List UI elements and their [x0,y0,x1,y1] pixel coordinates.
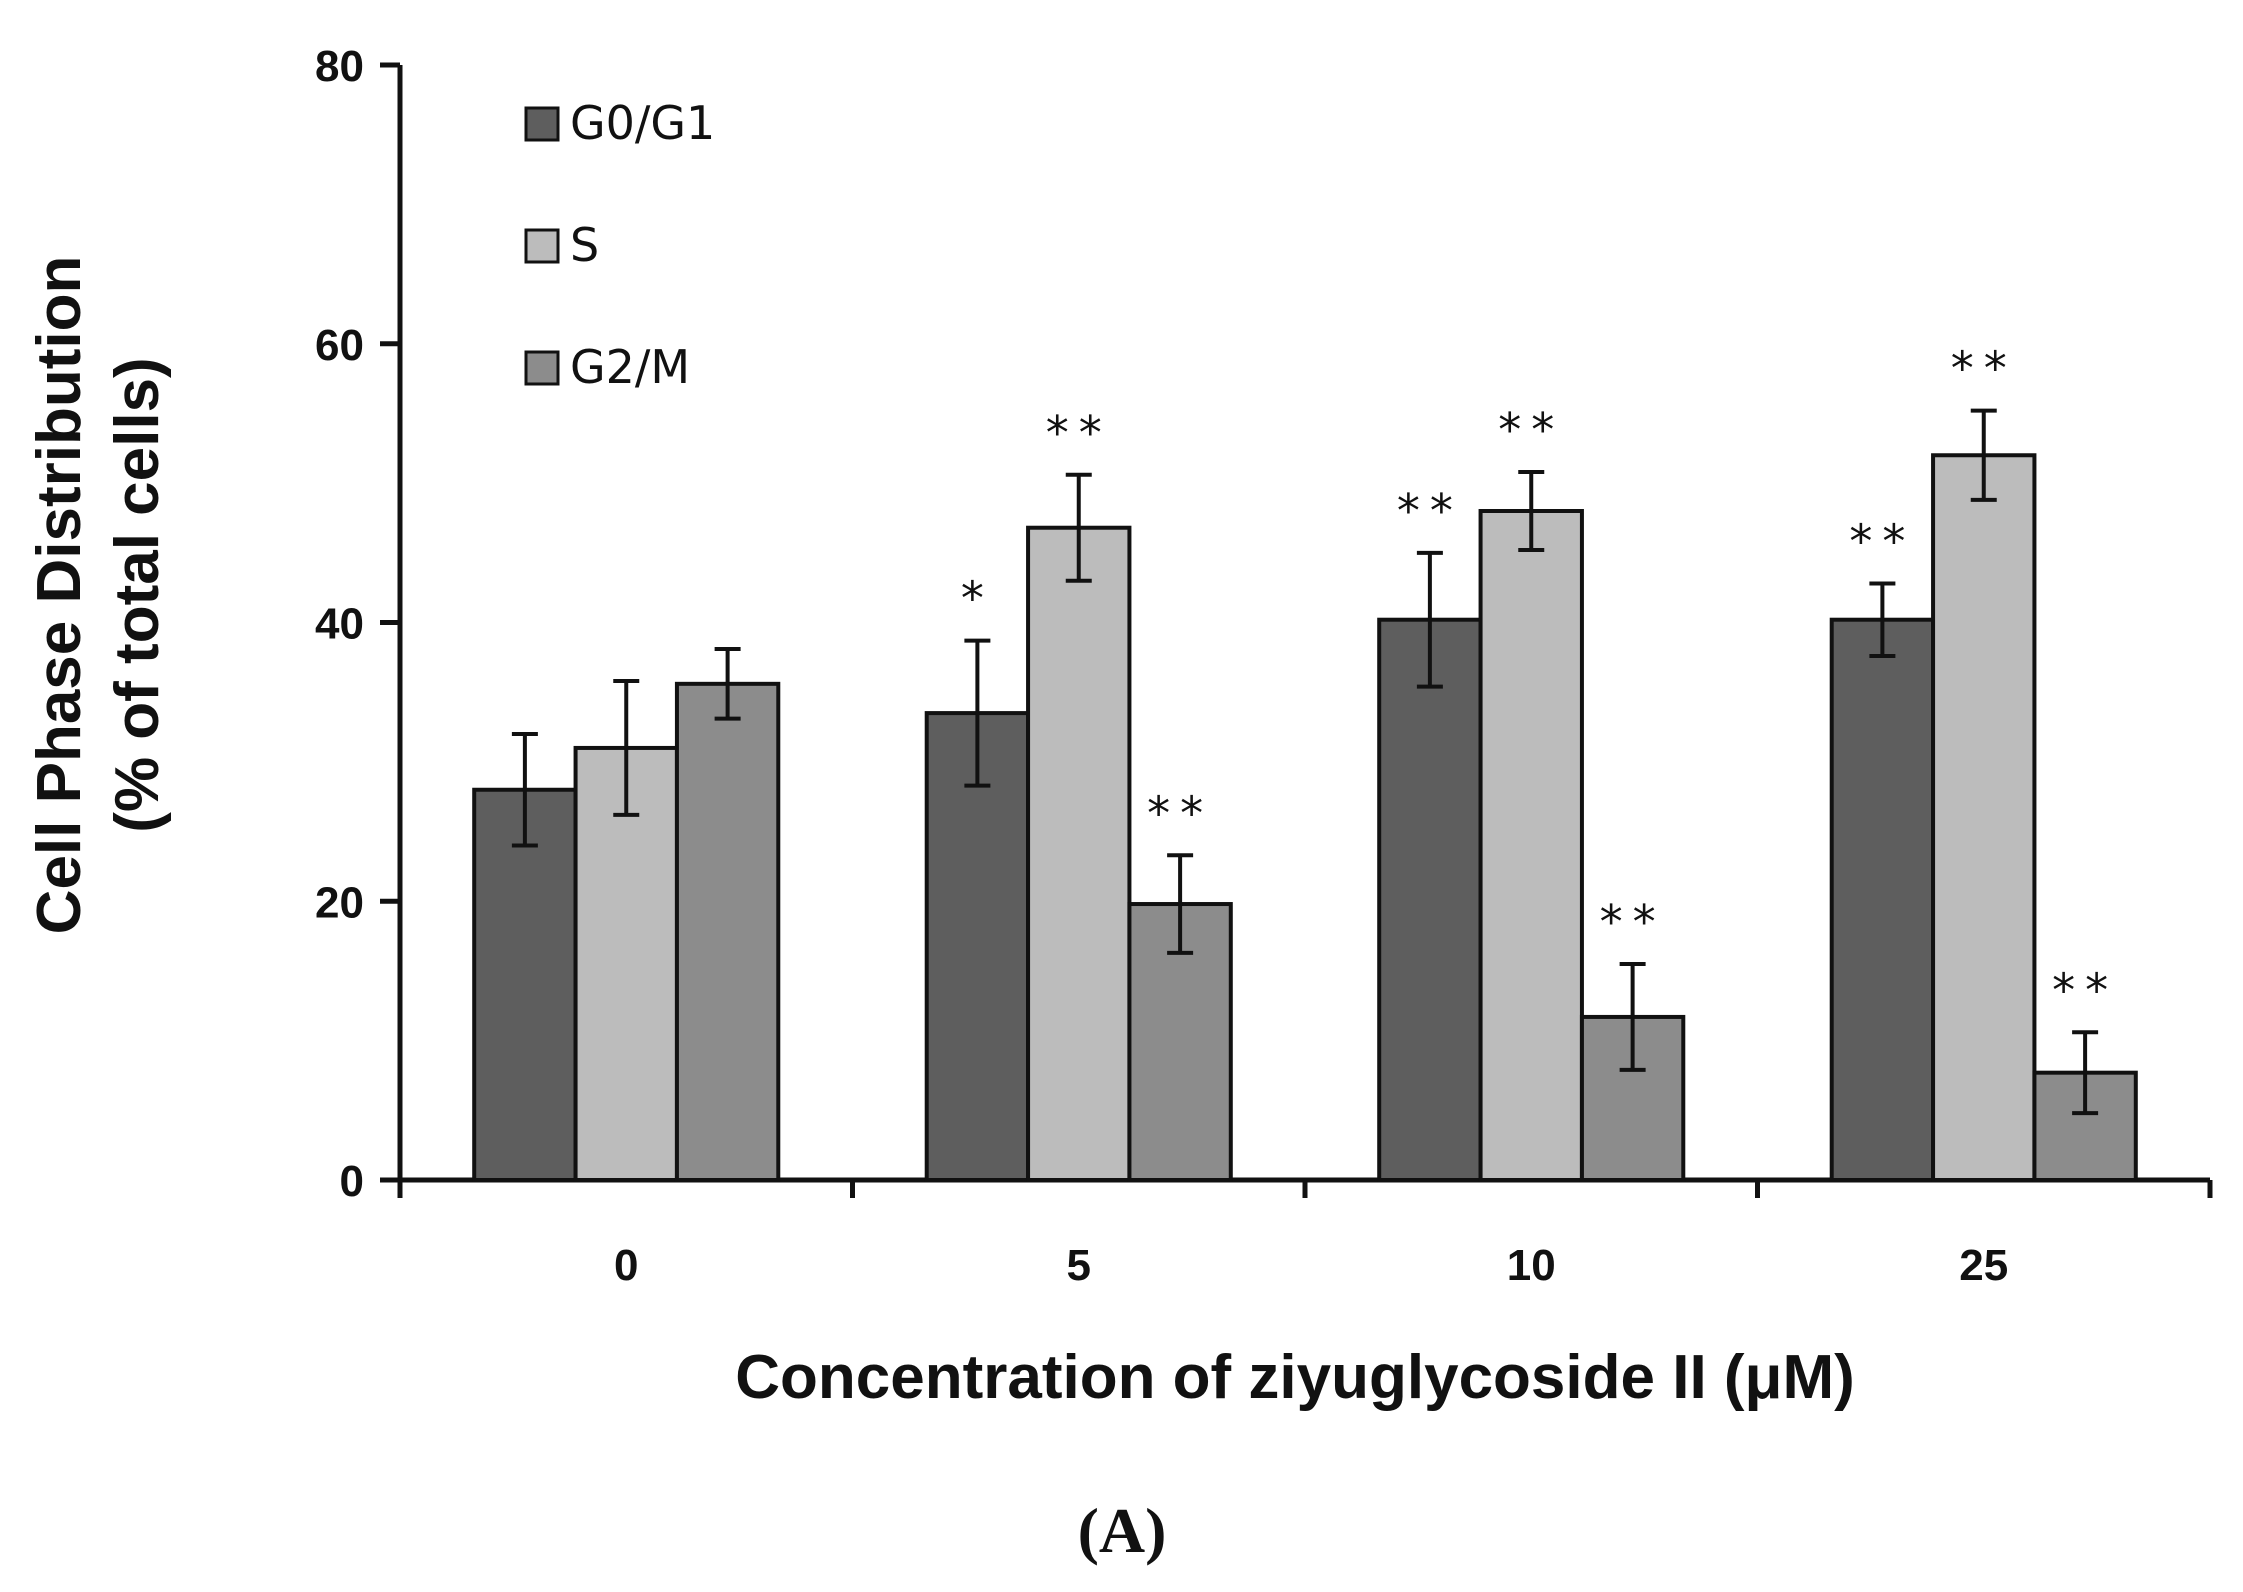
bar [1931,453,2037,1182]
significance-marker: ** [2052,963,2118,1017]
legend-label: S [570,218,599,272]
significance-marker: ** [1498,403,1564,457]
bar [1377,617,1483,1182]
bar [1026,525,1132,1182]
y-axis-title-line1: Cell Phase Distribution [25,256,94,935]
bar [1478,509,1584,1182]
bar [573,745,679,1182]
x-tick-label: 25 [1959,1241,2008,1290]
x-tick-label: 0 [614,1241,638,1290]
legend-swatch [524,350,560,386]
legend-label: G0/G1 [570,96,715,150]
legend-swatch [524,106,560,142]
significance-marker: ** [1147,786,1213,840]
significance-marker: ** [1046,406,1112,460]
significance-marker: ** [1397,484,1463,538]
x-tick-label: 5 [1067,1241,1091,1290]
bar [674,681,781,1182]
panel-label: (A) [1078,1495,1167,1566]
significance-marker: ** [1951,342,2017,396]
x-tick-label: 10 [1507,1241,1556,1290]
y-axis: 0 20 40 60 80 [315,42,403,1206]
y-tick-label: 40 [315,600,364,649]
y-axis-title-line2: (% of total cells) [103,357,172,832]
legend: G0/G1 S G2/M [524,96,715,394]
bars: ******* ********** [472,342,2138,1183]
legend-label: G2/M [570,340,690,394]
x-axis-title: Concentration of ziyuglycoside II (μM) [735,1343,1855,1412]
y-tick-label: 80 [315,42,364,91]
significance-marker: * [961,572,994,626]
x-axis: 0 5 10 25 [397,1177,2213,1290]
significance-marker: ** [1600,895,1666,949]
y-tick-label: 60 [315,321,364,370]
legend-swatch [524,228,560,264]
bar [924,711,1031,1182]
y-tick-label: 20 [315,878,364,927]
bar [472,787,578,1182]
significance-marker: ** [1849,514,1915,568]
bar [1829,617,1936,1182]
y-tick-label: 0 [340,1157,364,1206]
